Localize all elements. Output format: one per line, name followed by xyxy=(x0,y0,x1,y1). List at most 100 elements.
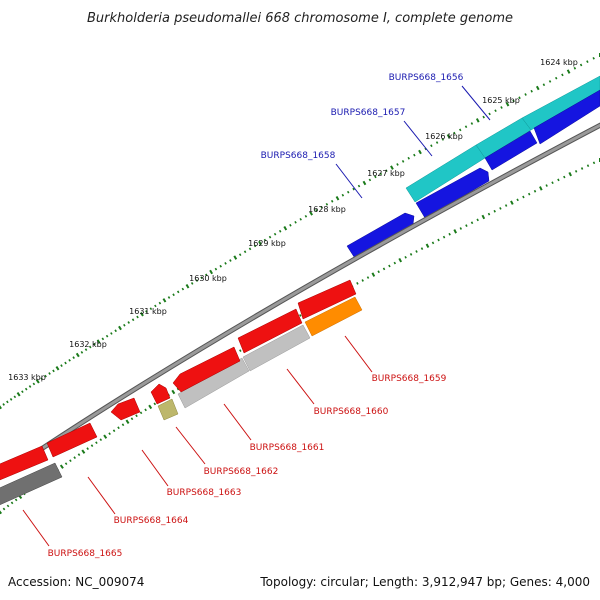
tick-mark xyxy=(95,441,98,445)
gene-label[interactable]: BURPS668_1656 xyxy=(389,73,464,83)
map-title: Burkholderia pseudomallei 668 chromosome… xyxy=(87,11,513,26)
tick-label: 1627 kbp xyxy=(367,169,405,178)
tick-mark xyxy=(398,257,403,263)
tick-label: 1631 kbp xyxy=(129,307,167,316)
gene-arrow-1660[interactable] xyxy=(242,324,311,372)
tick-mark xyxy=(16,392,21,397)
gene-arrow-1663[interactable] xyxy=(237,308,303,354)
tick-mark xyxy=(586,164,590,168)
tick-mark xyxy=(481,214,486,220)
tick-mark xyxy=(379,172,383,176)
gene-arrow-1663[interactable] xyxy=(172,346,241,393)
gene-arrow-1663[interactable] xyxy=(297,279,357,320)
tick-mark xyxy=(145,310,148,313)
tick-mark xyxy=(0,510,3,515)
tick-mark xyxy=(185,284,190,289)
gene-label[interactable]: BURPS668_1663 xyxy=(167,488,242,498)
gene-label[interactable]: BURPS668_1664 xyxy=(114,516,189,526)
tick-mark xyxy=(200,276,203,280)
tick-mark xyxy=(309,211,313,216)
tick-mark xyxy=(243,250,247,254)
tick-mark xyxy=(396,163,399,166)
tick-mark xyxy=(476,218,479,222)
gene-arrow-1664[interactable] xyxy=(0,445,49,482)
tick-mark xyxy=(195,279,199,282)
tick-mark xyxy=(346,190,350,194)
tick-mark xyxy=(35,379,40,384)
tick-mark xyxy=(32,382,36,386)
tick-mark xyxy=(382,267,386,271)
tick-mark xyxy=(77,453,81,457)
leader-line xyxy=(175,426,206,465)
gene-arrow-1664[interactable] xyxy=(110,397,141,421)
tick-mark xyxy=(190,282,194,285)
gene-label[interactable]: BURPS668_1657 xyxy=(331,108,406,118)
gene-label[interactable]: BURPS668_1661 xyxy=(250,443,325,453)
gene-arrow-1664[interactable] xyxy=(46,422,98,458)
tick-mark xyxy=(14,498,18,502)
gene-arrow-1665[interactable] xyxy=(0,462,63,507)
tick-mark xyxy=(315,208,318,212)
tick-mark xyxy=(573,66,577,70)
tick-mark xyxy=(470,221,474,225)
gene-label[interactable]: BURPS668_1660 xyxy=(314,407,389,417)
tick-mark xyxy=(81,449,86,454)
tick-mark xyxy=(330,199,334,203)
tick-mark xyxy=(52,369,55,373)
tick-mark xyxy=(592,56,595,60)
tick-mark xyxy=(149,307,153,311)
gene-arrow-1658[interactable] xyxy=(415,167,490,219)
tick-mark xyxy=(516,198,519,202)
outer-tick-track xyxy=(0,53,600,410)
tick-mark xyxy=(135,414,138,418)
tick-mark xyxy=(9,398,13,401)
tick-mark xyxy=(60,364,63,367)
gene-arrow-1657[interactable] xyxy=(484,130,538,171)
gene-features xyxy=(0,75,600,507)
tick-mark xyxy=(233,255,238,260)
gene-arrow-1657[interactable] xyxy=(533,89,600,145)
tick-mark xyxy=(580,167,584,170)
gene-label[interactable]: BURPS668_1662 xyxy=(204,467,279,477)
tick-mark xyxy=(139,411,143,415)
gene-arrow-1663[interactable] xyxy=(150,383,171,405)
tick-mark xyxy=(465,224,468,227)
tick-mark xyxy=(93,342,96,346)
tick-mark xyxy=(442,235,446,239)
tick-label: 1628 kbp xyxy=(308,205,346,214)
tick-mark xyxy=(153,402,157,406)
tick-mark xyxy=(539,186,543,191)
genome-summary-text: Topology: circular; Length: 3,912,947 bp… xyxy=(259,575,590,589)
tick-mark xyxy=(377,270,380,274)
tick-label: 1625 kbp xyxy=(482,96,520,105)
tick-mark xyxy=(482,115,485,119)
gene-arrow-1662[interactable] xyxy=(157,398,179,421)
leader-line xyxy=(461,85,491,121)
tick-mark xyxy=(448,232,451,236)
tick-mark xyxy=(579,63,583,67)
gene-arrow-1658[interactable] xyxy=(346,212,415,261)
gene-arrow-1659[interactable] xyxy=(304,296,363,337)
tick-mark xyxy=(500,106,503,109)
tick-mark xyxy=(144,408,147,412)
tick-mark xyxy=(299,217,302,221)
tick-mark xyxy=(458,128,462,132)
tick-mark xyxy=(96,339,101,344)
tick-mark xyxy=(352,187,355,191)
tick-mark xyxy=(121,423,125,427)
tick-mark xyxy=(90,444,94,448)
gene-label[interactable]: BURPS668_1658 xyxy=(261,151,336,161)
tick-mark xyxy=(75,352,80,358)
tick-mark xyxy=(162,298,167,303)
tick-mark xyxy=(407,156,410,160)
tick-mark xyxy=(6,400,9,404)
tick-mark xyxy=(393,261,397,265)
tick-labels: 1624 kbp 1625 kbp 1626 kbp 1627 kbp 1628 kbp… xyxy=(8,58,578,382)
tick-mark xyxy=(320,205,323,209)
gene-label[interactable]: BURPS668_1659 xyxy=(372,374,447,384)
tick-mark xyxy=(112,429,116,433)
tick-mark xyxy=(154,304,157,308)
tick-mark xyxy=(453,131,456,135)
tick-mark xyxy=(289,223,292,227)
gene-label[interactable]: BURPS668_1665 xyxy=(48,549,123,559)
